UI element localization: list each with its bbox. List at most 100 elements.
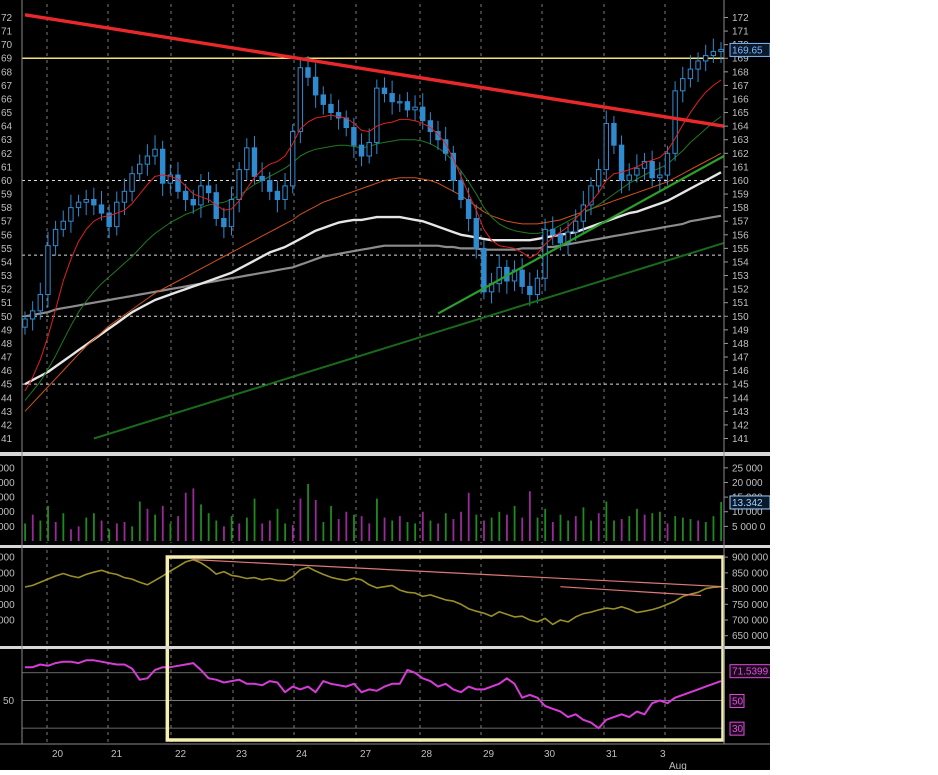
moving-average-green (24, 116, 722, 401)
price-tick-label-right: 159 (732, 190, 749, 201)
volume-bar (169, 523, 172, 541)
volume-bar (567, 520, 570, 541)
candle-body-up (137, 163, 143, 175)
volume-bar (513, 505, 516, 541)
volume-bar (138, 501, 141, 541)
volume-tick-label-left: 000 (0, 478, 15, 489)
candle-body-up (703, 55, 709, 62)
price-tick-label-left: 44 (1, 393, 13, 404)
price-tick-label-right: 149 (732, 325, 749, 336)
price-tick-label-left: 49 (1, 325, 13, 336)
volume-tick-label-left: 000 (0, 507, 15, 518)
candle-body-down (519, 269, 525, 287)
candle-body-down (328, 103, 334, 114)
price-tick-label-right: 157 (732, 217, 749, 228)
volume-bar (620, 519, 623, 541)
price-tick-label-left: 68 (1, 67, 13, 78)
volume-bar (322, 521, 325, 541)
price-tick-label-left: 53 (1, 271, 13, 282)
date-tick-label: 21 (111, 749, 123, 760)
volume-bar (177, 516, 179, 541)
price-tick-label-left: 70 (1, 40, 13, 51)
volume-bar (506, 514, 508, 541)
candle-body-down (550, 228, 556, 236)
volume-bar (253, 498, 256, 541)
volume-bar (31, 514, 34, 541)
indicator-tick-label-left: 000 (0, 568, 15, 579)
candle-body-up (603, 122, 609, 171)
date-tick-label: 3 (660, 749, 666, 760)
price-tick-label-left: 57 (1, 217, 13, 228)
volume-bar (452, 519, 455, 541)
volume-bar (337, 519, 340, 541)
volume-bar (62, 513, 65, 541)
volume-last-label: 13.342 (732, 498, 763, 509)
volume-bar (39, 520, 42, 541)
candle-body-down (175, 174, 181, 192)
price-tick-label-right: 166 (732, 94, 749, 105)
volume-bar (605, 501, 608, 541)
candle-body-up (244, 147, 250, 171)
volume-bar (666, 523, 669, 541)
volume-bar (330, 505, 332, 541)
date-tick-label: 24 (296, 749, 308, 760)
volume-bar (207, 513, 210, 541)
volume-bar (299, 498, 302, 541)
volume-tick-label: 20 000 (732, 478, 763, 489)
date-tick-label: 29 (483, 749, 495, 760)
candle-body-up (152, 148, 158, 157)
date-tick-label: 28 (421, 749, 433, 760)
volume-bar (146, 508, 149, 541)
panel-separator (0, 545, 770, 548)
price-tick-label-left: 42 (1, 420, 13, 431)
volume-bar (414, 523, 417, 541)
date-tick-label: 30 (544, 749, 556, 760)
volume-bar (720, 501, 722, 541)
date-tick-label: 31 (606, 749, 618, 760)
volume-bar (192, 488, 195, 541)
indicator-tick-label-left: 000 (0, 553, 15, 564)
candle-body-up (657, 174, 663, 179)
volume-bar (659, 511, 661, 541)
indicator-tick-label: 700 000 (732, 616, 769, 627)
candle-body-down (205, 185, 212, 194)
volume-bar (551, 521, 554, 541)
price-tick-label-left: 63 (1, 135, 13, 146)
date-tick-label: 23 (236, 749, 248, 760)
date-tick-label: 22 (175, 749, 187, 760)
volume-bar (246, 517, 248, 541)
price-tick-label-left: 58 (1, 203, 13, 214)
price-tick-label-left: 64 (1, 122, 13, 133)
chart-stage: 1721711701691681671661651641631621611601… (0, 0, 773, 772)
candle-body-up (282, 185, 288, 200)
candle-body-up (687, 68, 694, 80)
volume-bar (230, 516, 233, 541)
candle-body-down (351, 127, 357, 146)
price-tick-label-right: 161 (732, 162, 749, 173)
rsi-level-label-30-box (729, 721, 745, 736)
volume-bar (376, 498, 378, 541)
candle-body-up (167, 174, 174, 184)
volume-bar (536, 517, 539, 541)
price-tick-label-right: 168 (732, 67, 749, 78)
volume-bar (712, 516, 715, 541)
volume-bar (406, 521, 409, 541)
volume-bar (314, 500, 317, 541)
price-tick-label-right: 172 (732, 13, 749, 24)
volume-bar (681, 517, 684, 541)
volume-bar (161, 505, 164, 541)
volume-bar (444, 513, 447, 541)
candle-body-up (412, 106, 418, 111)
candle-body-down (618, 144, 625, 181)
date-month-label: Aug (669, 761, 687, 770)
candle-body-up (534, 277, 541, 296)
candle-body-up (236, 169, 242, 200)
volume-tick-label-left: 000 (0, 493, 15, 504)
candle-body-down (527, 285, 533, 296)
price-tick-label-right: 167 (732, 81, 749, 92)
candle-body-down (381, 87, 388, 95)
candle-body-up (718, 48, 724, 52)
price-tick-label-left: 69 (1, 54, 13, 65)
moving-average-gray (24, 214, 722, 318)
trendline-green-long (93, 241, 725, 440)
